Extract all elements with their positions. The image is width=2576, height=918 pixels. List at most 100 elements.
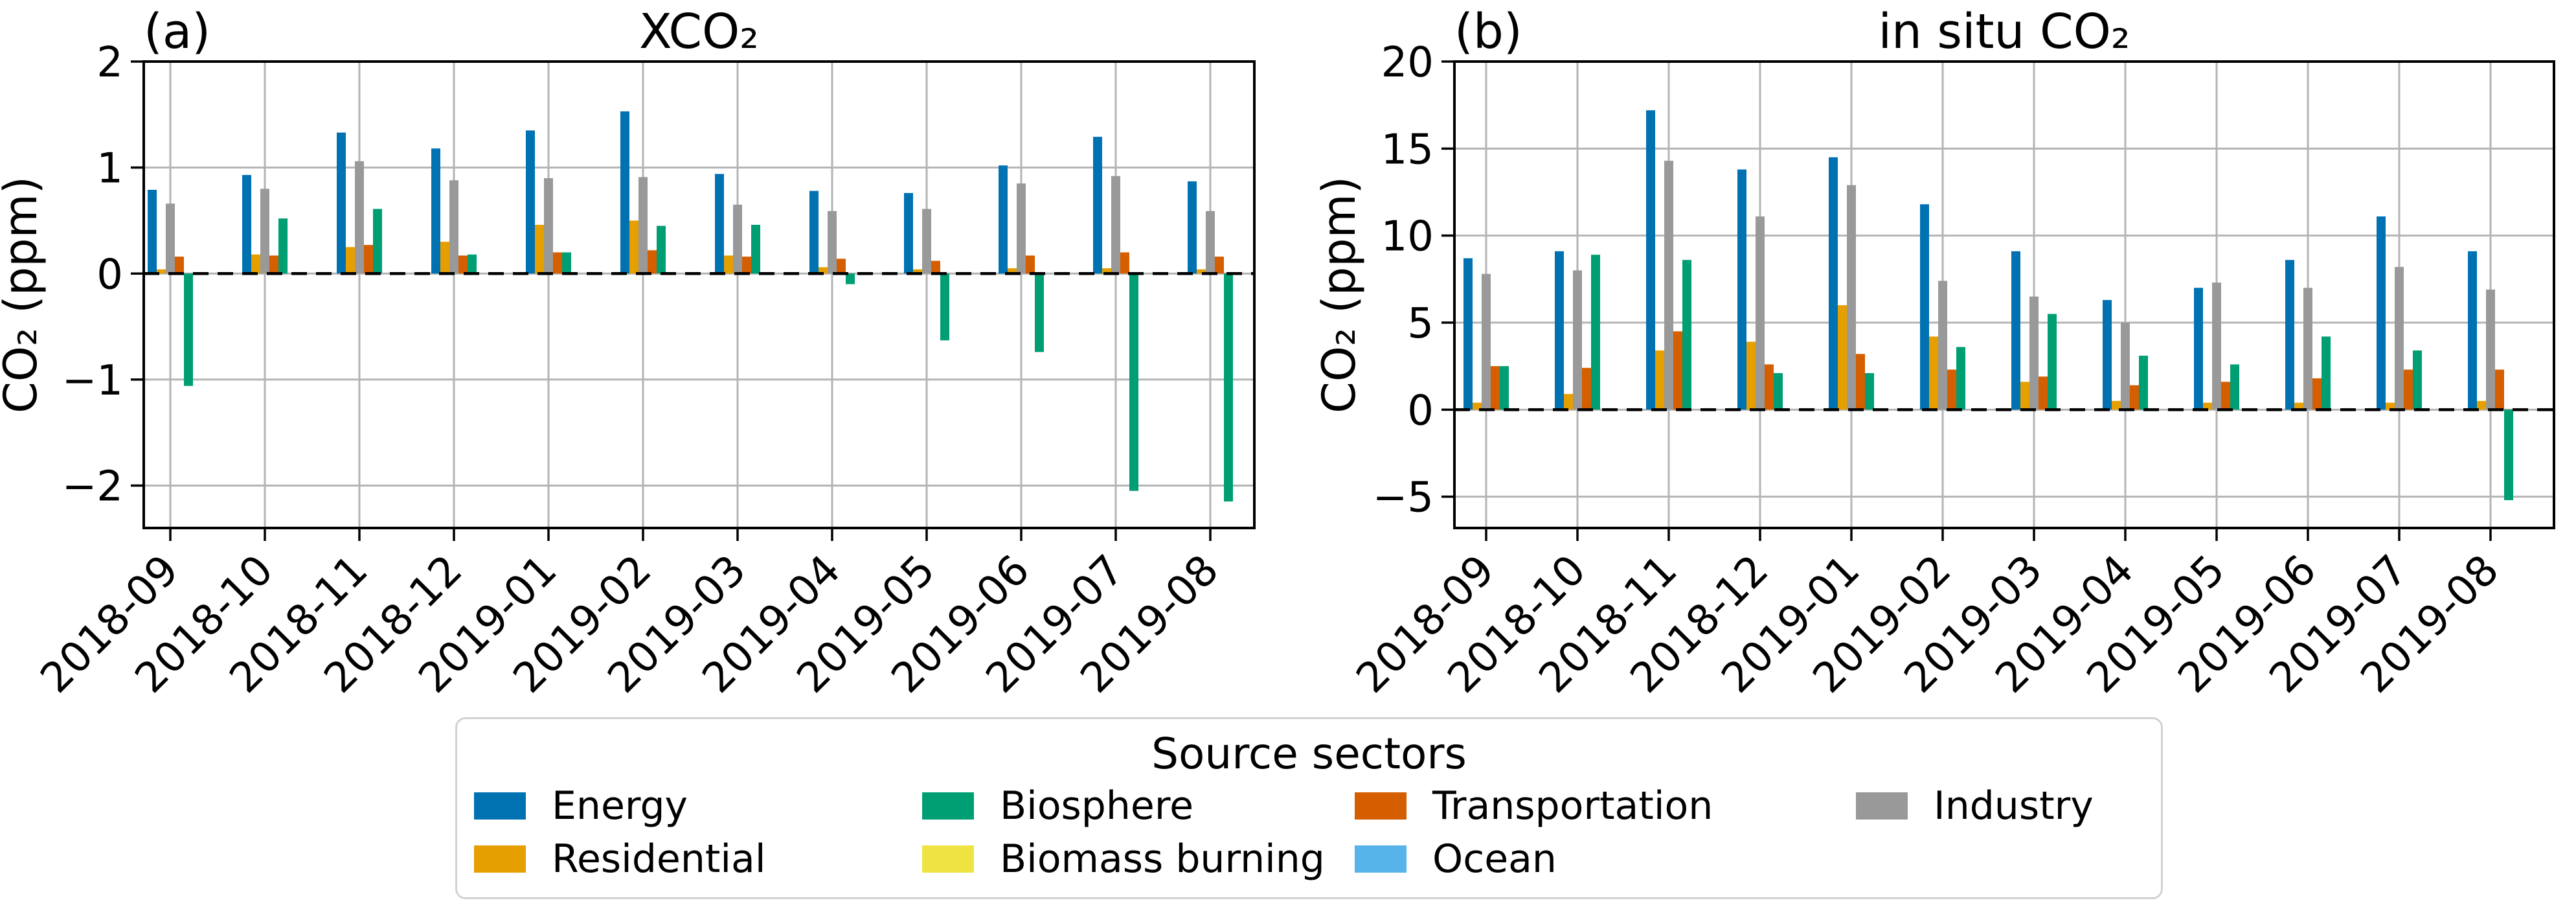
bar-energy-2019-04 <box>2103 300 2112 410</box>
bar-biosphere-2018-10 <box>1591 255 1600 410</box>
bar-industry-2019-03 <box>2029 296 2039 410</box>
bar-industry-2019-01 <box>1847 185 1856 410</box>
bar-industry-2019-06 <box>2303 288 2312 410</box>
bar-biosphere-2019-02 <box>657 225 666 274</box>
bar-energy-2019-03 <box>2011 251 2020 410</box>
bar-energy-2019-03 <box>715 174 724 274</box>
legend-swatch-residential <box>474 845 526 873</box>
ytick-label-2: 2 <box>96 39 123 87</box>
bar-energy-2018-10 <box>1555 251 1564 410</box>
bar-biosphere-2018-09 <box>1500 366 1509 410</box>
bar-industry-2019-04 <box>828 211 837 274</box>
bar-energy-2019-08 <box>1188 181 1197 274</box>
bar-residential-2018-12 <box>440 242 449 274</box>
bar-transportation-2018-11 <box>364 245 373 274</box>
bar-biosphere-2019-02 <box>1956 347 1965 410</box>
bar-biosphere-2019-06 <box>1035 273 1044 352</box>
bar-energy-2019-01 <box>526 130 535 274</box>
bar-transportation-2019-06 <box>2312 378 2322 410</box>
bar-residential-2019-01 <box>535 225 544 274</box>
bar-energy-2018-11 <box>337 132 346 274</box>
ytick-label-−5: −5 <box>1373 474 1434 522</box>
bar-transportation-2019-01 <box>553 252 562 274</box>
bar-transportation-2019-05 <box>2221 382 2230 410</box>
bar-energy-2018-12 <box>1737 169 1746 410</box>
bar-energy-2019-05 <box>2194 288 2203 410</box>
bar-industry-2018-10 <box>1573 270 1582 410</box>
bar-energy-2018-12 <box>431 148 440 274</box>
bar-transportation-2019-04 <box>2130 385 2139 410</box>
bar-residential-2018-11 <box>346 247 355 274</box>
bar-residential-2019-02 <box>629 220 638 274</box>
panel-label-(a): (a) <box>144 4 210 60</box>
bar-biosphere-2019-04 <box>846 273 855 284</box>
chart-title-xco₂: XCO₂ <box>639 4 759 60</box>
bar-residential-2019-08 <box>1197 269 1206 274</box>
bar-charts-canvas: 210−1−22018-092018-102018-112018-122019-… <box>0 4 2555 702</box>
bar-residential-2018-10 <box>1564 394 1573 410</box>
chart-(a)-xco₂: 210−1−22018-092018-102018-112018-122019-… <box>0 4 1256 702</box>
legend-item-biosphere: Biosphere <box>922 783 1325 829</box>
bar-transportation-2019-06 <box>1026 255 1035 274</box>
bar-industry-2018-12 <box>1756 216 1765 410</box>
ytick-label-0: 0 <box>1407 387 1434 435</box>
bar-energy-2019-07 <box>2377 216 2386 410</box>
legend-column-1: Energy Residential <box>474 783 766 878</box>
bar-biosphere-2019-08 <box>2504 409 2513 501</box>
bar-industry-2019-05 <box>922 209 931 274</box>
bar-industry-2019-01 <box>544 178 553 274</box>
y-axis-label: CO₂ (ppm) <box>0 176 47 413</box>
legend-column-3: Transportation Ocean <box>1355 783 1713 882</box>
legend-swatch-biomass-burning <box>922 845 974 873</box>
bar-industry-2019-02 <box>1938 281 1947 410</box>
bar-biosphere-2019-03 <box>751 225 760 274</box>
bar-transportation-2018-11 <box>1673 331 1682 410</box>
bar-energy-2019-08 <box>2468 251 2477 410</box>
legend-label-energy: Energy <box>552 783 688 829</box>
ytick-label-20: 20 <box>1381 39 1434 87</box>
bar-biosphere-2019-08 <box>1224 273 1233 502</box>
bar-residential-2019-01 <box>1838 305 1847 410</box>
legend-label-transportation: Transportation <box>1432 783 1713 829</box>
legend-label-biomass-burning: Biomass burning <box>1000 836 1325 882</box>
bar-energy-2018-09 <box>1463 258 1473 410</box>
bar-biosphere-2018-09 <box>184 273 193 386</box>
legend-label-ocean: Ocean <box>1432 836 1557 882</box>
bar-residential-2019-08 <box>2477 400 2486 410</box>
bar-biosphere-2018-12 <box>468 254 477 274</box>
bar-residential-2018-11 <box>1655 350 1664 410</box>
legend-swatch-energy <box>474 792 526 820</box>
bar-transportation-2019-03 <box>742 257 751 274</box>
bar-transportation-2019-07 <box>2404 369 2413 410</box>
legend-item-biomass-burning: Biomass burning <box>922 836 1325 882</box>
bar-residential-2018-10 <box>251 254 260 274</box>
bar-industry-2019-05 <box>2212 282 2221 410</box>
bar-biosphere-2019-05 <box>2230 364 2239 410</box>
bar-energy-2019-06 <box>999 165 1008 274</box>
bar-transportation-2019-08 <box>2495 369 2504 410</box>
bar-energy-2019-01 <box>1829 157 1838 410</box>
plot-frame <box>142 60 1256 529</box>
chart-(b)-in-situ-co₂: 20151050−52018-092018-102018-112018-1220… <box>1313 4 2555 702</box>
bar-transportation-2019-07 <box>1120 252 1129 274</box>
panel-label-(b): (b) <box>1454 4 1522 60</box>
legend-swatch-transportation <box>1355 792 1407 820</box>
bar-energy-2018-10 <box>242 175 251 274</box>
bar-industry-2019-06 <box>1017 183 1026 274</box>
bar-biosphere-2019-05 <box>940 273 949 341</box>
bar-transportation-2019-04 <box>837 258 846 274</box>
bar-industry-2018-10 <box>260 189 269 274</box>
bar-residential-2019-06 <box>1008 268 1017 274</box>
bar-biosphere-2019-01 <box>562 252 571 274</box>
bar-industry-2019-04 <box>2121 322 2130 410</box>
bar-biosphere-2018-12 <box>1774 373 1783 410</box>
bar-biosphere-2018-11 <box>1682 260 1691 410</box>
legend-column-4: Industry <box>1856 786 2094 825</box>
bar-transportation-2019-02 <box>1947 369 1956 410</box>
legend-item-energy: Energy <box>474 783 766 829</box>
legend-label-biosphere: Biosphere <box>1000 783 1194 829</box>
ytick-label-1: 1 <box>96 145 123 193</box>
bar-transportation-2019-02 <box>648 250 657 274</box>
legend-swatch-ocean <box>1355 845 1407 873</box>
